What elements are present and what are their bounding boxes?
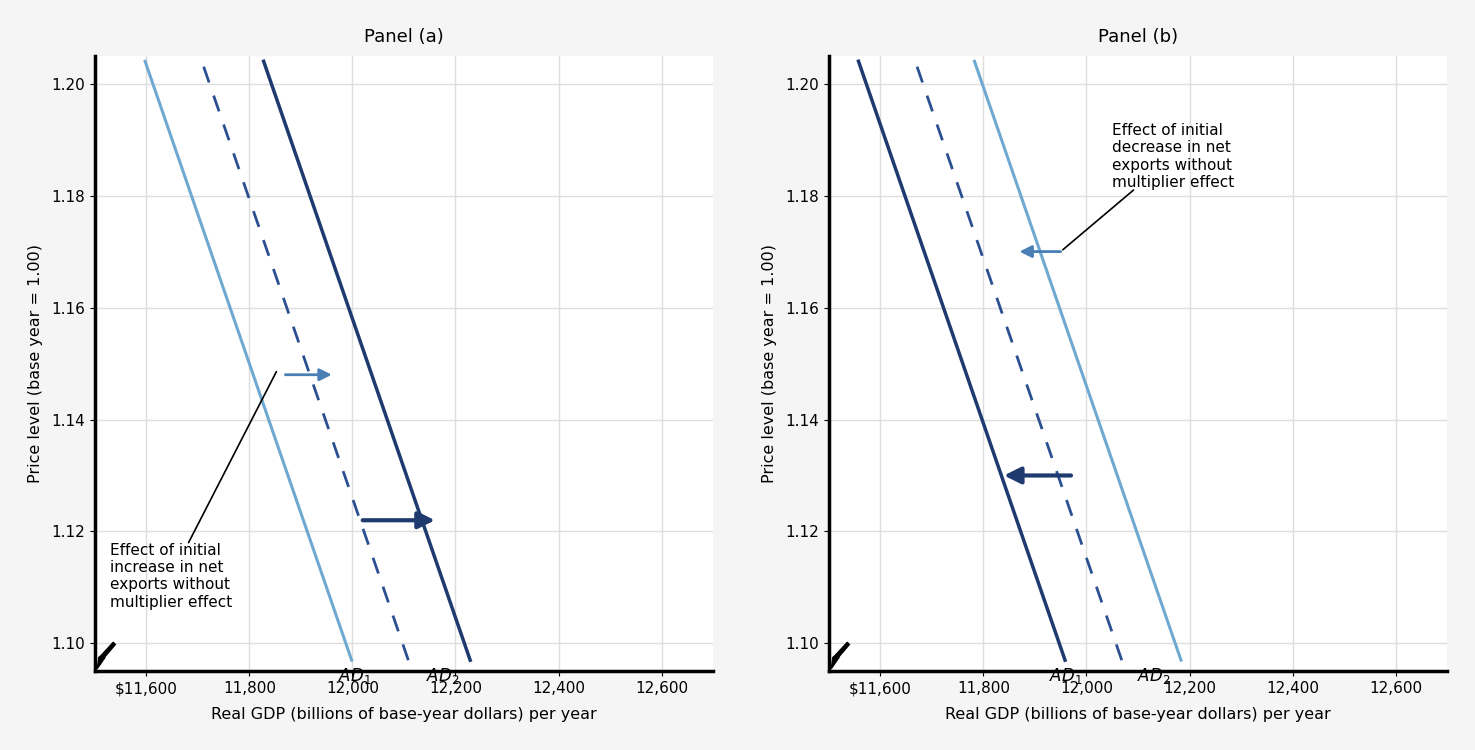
Text: $AD_1$: $AD_1$	[338, 666, 372, 686]
Text: Effect of initial
increase in net
exports without
multiplier effect: Effect of initial increase in net export…	[111, 371, 276, 610]
Polygon shape	[832, 642, 850, 668]
Text: $AD_2$: $AD_2$	[426, 666, 459, 686]
Text: $AD_1$: $AD_1$	[1049, 666, 1083, 686]
X-axis label: Real GDP (billions of base-year dollars) per year: Real GDP (billions of base-year dollars)…	[945, 707, 1330, 722]
Y-axis label: Price level (base year = 1.00): Price level (base year = 1.00)	[761, 244, 777, 483]
Title: Panel (a): Panel (a)	[364, 28, 444, 46]
Text: Effect of initial
decrease in net
exports without
multiplier effect: Effect of initial decrease in net export…	[1063, 123, 1235, 250]
Title: Panel (b): Panel (b)	[1097, 28, 1179, 46]
Text: $AD_2$: $AD_2$	[1137, 666, 1170, 686]
Y-axis label: Price level (base year = 1.00): Price level (base year = 1.00)	[28, 244, 43, 483]
X-axis label: Real GDP (billions of base-year dollars) per year: Real GDP (billions of base-year dollars)…	[211, 707, 597, 722]
Polygon shape	[97, 642, 115, 668]
